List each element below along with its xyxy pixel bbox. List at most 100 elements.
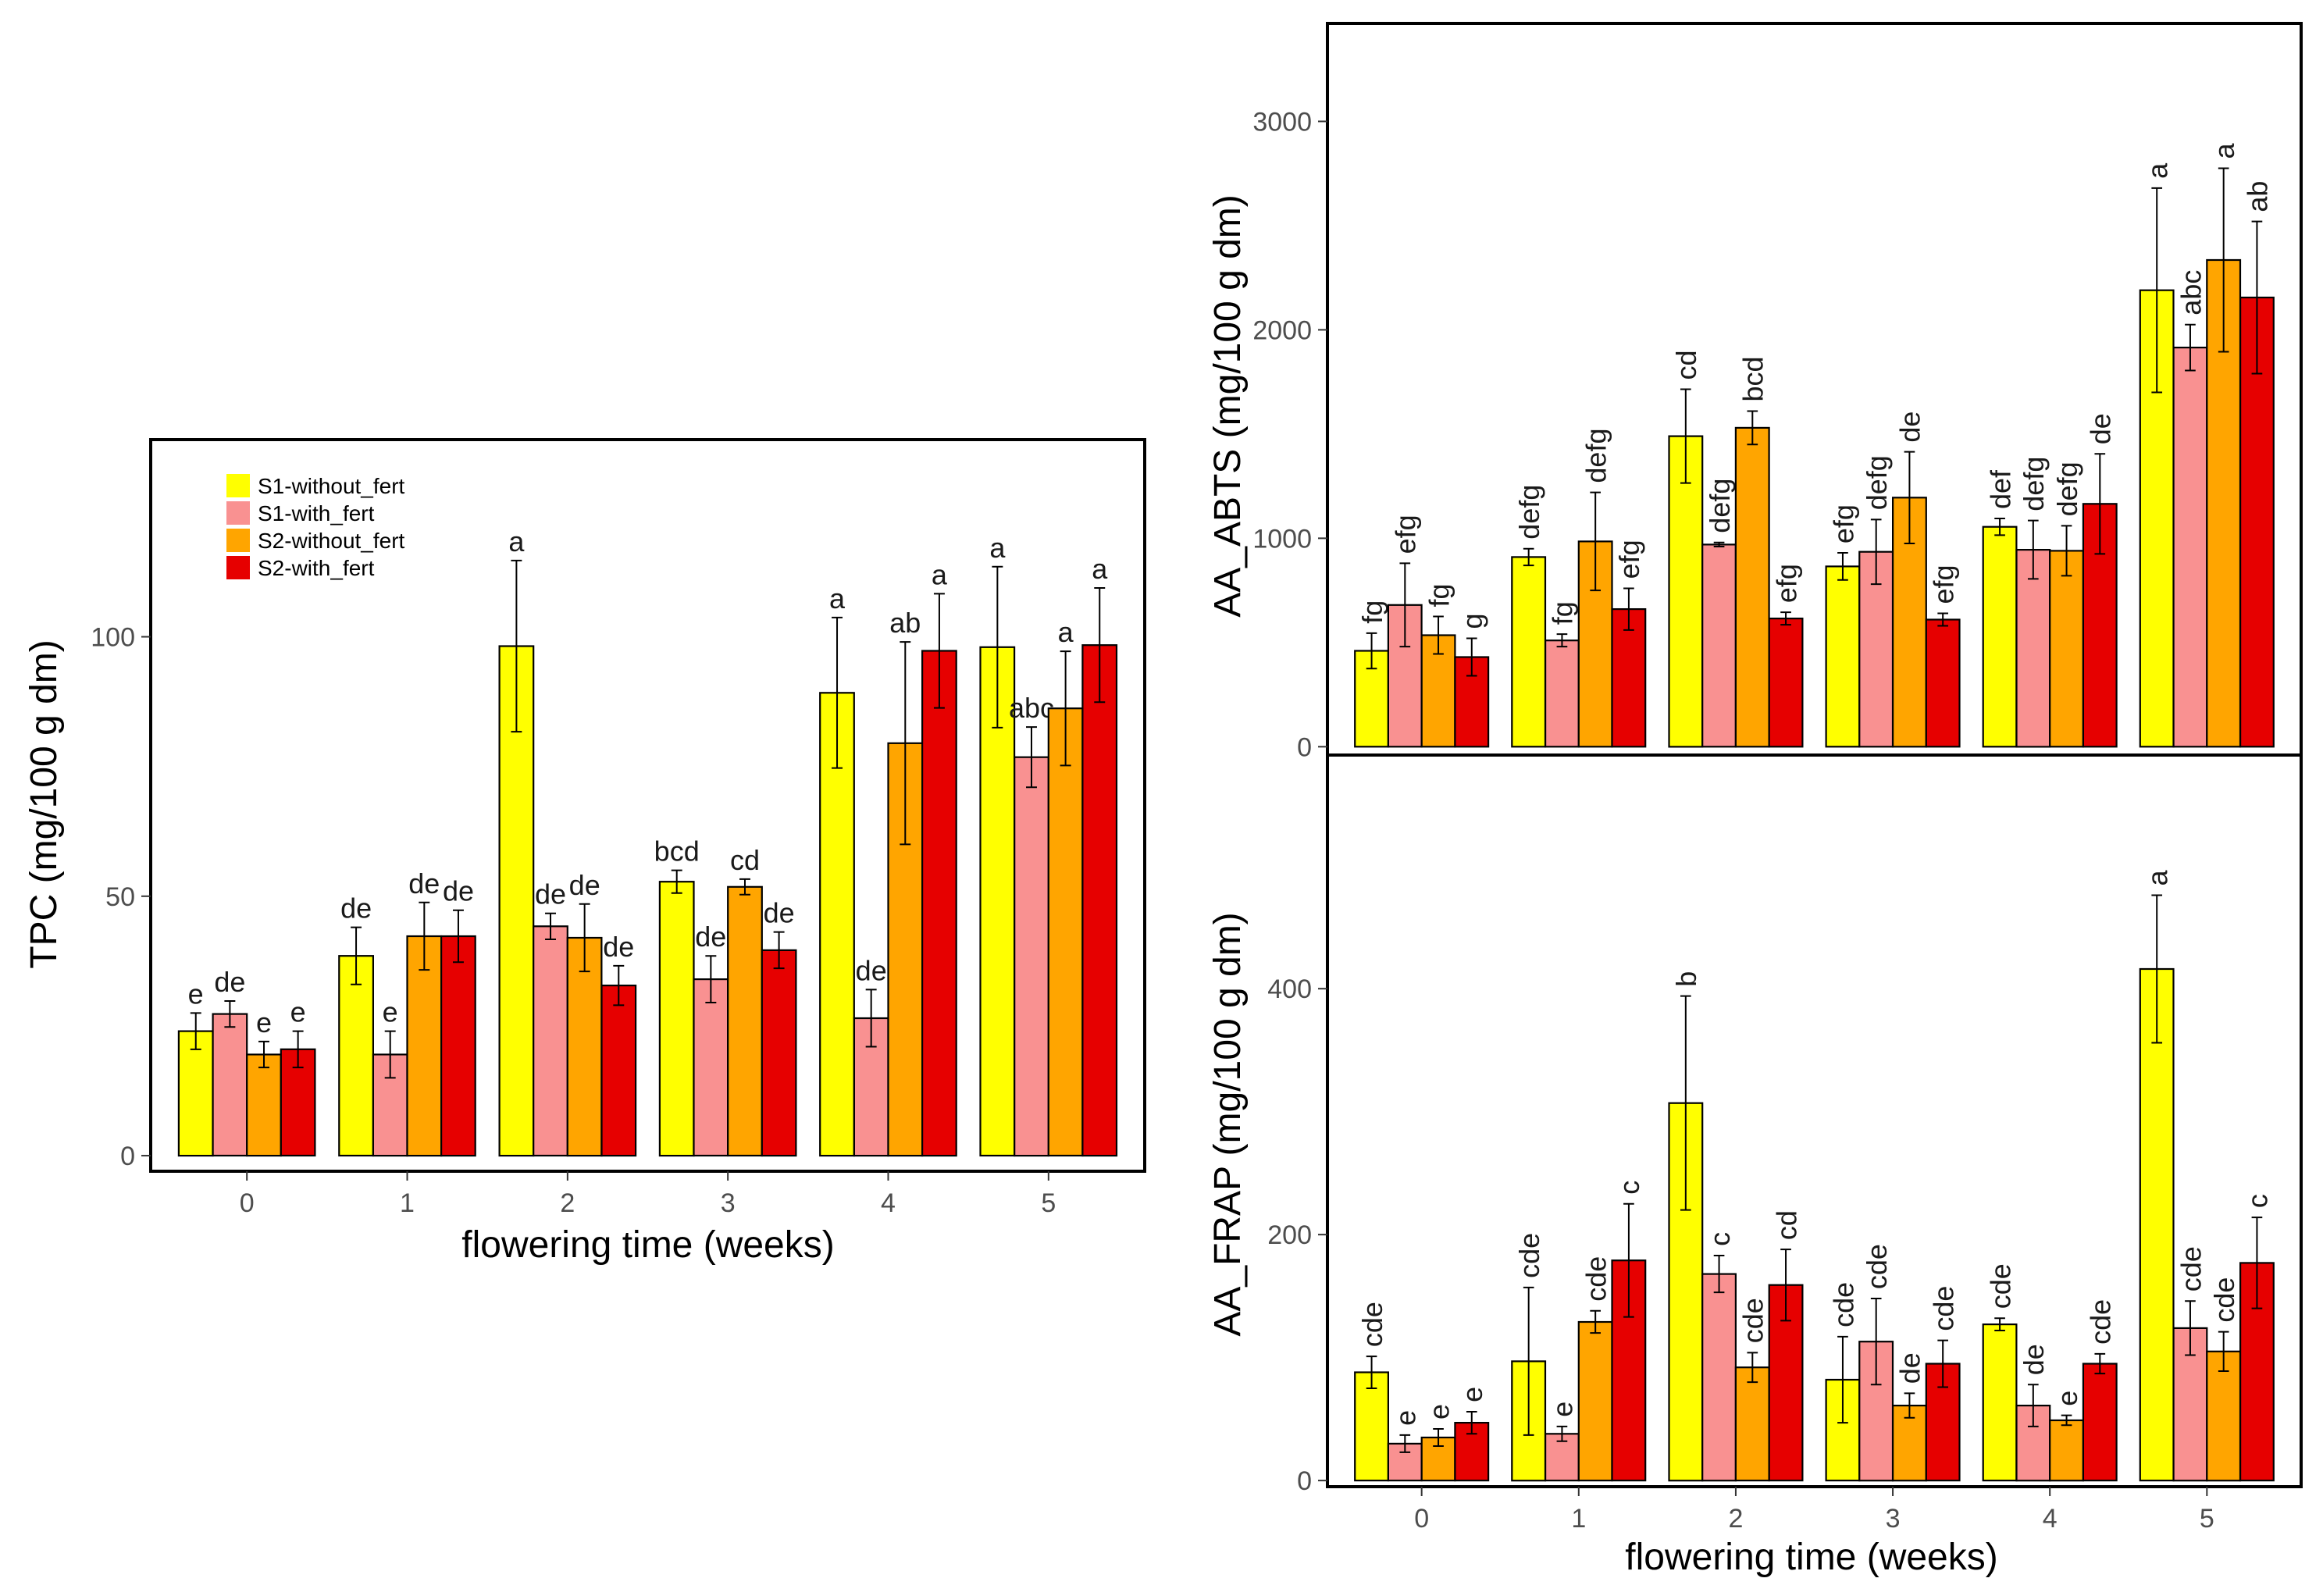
tpc-bar-S1-with_fert-week-2 xyxy=(533,925,568,1157)
frap-error-bar-S1-with_fert-week-1 xyxy=(1556,1425,1568,1442)
frap-x-tick-label-0: 0 xyxy=(1414,1504,1429,1534)
abts-sig-label-S2-without_fert-week-2: bcd xyxy=(1737,356,1769,401)
frap-y-axis-title: AA_FRAP (mg/100 g dm) xyxy=(1207,912,1249,1336)
abts-sig-label-S1-without_fert-week-5: a xyxy=(2142,162,2174,179)
frap-error-bar-S1-with_fert-week-3 xyxy=(1870,1298,1882,1386)
frap-error-bar-S1-with_fert-week-2 xyxy=(1713,1254,1725,1294)
frap-sig-label-S1-with_fert-week-2: c xyxy=(1704,1232,1736,1246)
frap-error-bar-S2-with_fert-week-1 xyxy=(1623,1202,1634,1318)
abts-sig-label-S1-with_fert-week-1: fg xyxy=(1547,601,1579,625)
abts-error-bar-S1-with_fert-week-5 xyxy=(2185,323,2196,372)
tpc-sig-label-S1-without_fert-week-4: a xyxy=(829,582,846,615)
frap-sig-label-S2-with_fert-week-5: c xyxy=(2242,1194,2274,1208)
tpc-error-bar-S1-without_fert-week-0 xyxy=(190,1012,201,1050)
abts-error-bar-S2-with_fert-week-2 xyxy=(1780,611,1791,626)
frap-bar-S2-without_fert-week-5 xyxy=(2206,1350,2242,1482)
tpc-sig-label-S1-with_fert-week-1: e xyxy=(383,996,398,1028)
abts-error-bar-S2-without_fert-week-5 xyxy=(2218,167,2229,353)
tpc-error-bar-S2-with_fert-week-1 xyxy=(452,909,464,964)
abts-sig-label-S1-without_fert-week-4: def xyxy=(1984,469,2016,509)
abts-sig-label-S2-with_fert-week-5: ab xyxy=(2242,181,2274,212)
frap-bar-S1-without_fert-week-0 xyxy=(1354,1371,1389,1482)
frap-x-axis: 0 1 2 3 4 5 xyxy=(1414,1487,2214,1534)
frap-x-tick-label-3: 3 xyxy=(1886,1504,1901,1534)
frap-error-bar-S2-without_fert-week-5 xyxy=(2218,1331,2229,1372)
tpc-sig-label-S2-with_fert-week-0: e xyxy=(290,996,306,1028)
abts-sig-label-S2-without_fert-week-1: defg xyxy=(1580,429,1612,483)
frap-sig-label-S1-with_fert-week-5: cde xyxy=(2175,1246,2207,1291)
tpc-x-axis: 0 1 2 3 4 5 xyxy=(240,1171,1056,1218)
abts-error-bar-S1-with_fert-week-4 xyxy=(2027,519,2039,580)
tpc-error-bar-S1-with_fert-week-2 xyxy=(545,912,557,940)
tpc-bar-S1-with_fert-week-5 xyxy=(1014,756,1049,1157)
tpc-sig-label-S2-without_fert-week-0: e xyxy=(256,1006,272,1038)
frap-plot-border xyxy=(1326,753,2303,1488)
tpc-sig-label-S1-without_fert-week-5: a xyxy=(989,532,1006,564)
frap-error-bar-S2-with_fert-week-5 xyxy=(2251,1217,2263,1309)
tpc-sig-label-S1-with_fert-week-5: abc xyxy=(1009,692,1054,724)
tpc-bar-S2-without_fert-week-1 xyxy=(406,935,443,1157)
tpc-bar-S2-with_fert-week-5 xyxy=(1081,644,1118,1157)
abts-bar-S1-without_fert-week-3 xyxy=(1825,565,1861,748)
abts-bar-S1-with_fert-week-1 xyxy=(1544,639,1580,748)
tpc-error-bar-S1-without_fert-week-4 xyxy=(832,616,843,769)
tpc-sig-label-S2-with_fert-week-3: de xyxy=(764,897,795,929)
frap-sig-label-S2-with_fert-week-1: c xyxy=(1613,1181,1645,1195)
tpc-plot-border xyxy=(149,438,1146,1173)
frap-bar-S2-without_fert-week-2 xyxy=(1734,1366,1770,1482)
frap-y-tick-label-0: 0 xyxy=(1297,1466,1312,1496)
frap-bar-S2-without_fert-week-4 xyxy=(2049,1419,2084,1482)
tpc-bar-S2-with_fert-week-3 xyxy=(761,949,797,1157)
frap-bar-S2-without_fert-week-1 xyxy=(1577,1320,1613,1482)
abts-y-axis-title: AA_ABTS (mg/100 g dm) xyxy=(1207,194,1249,618)
tpc-error-bar-S1-without_fert-week-1 xyxy=(351,926,362,985)
abts-error-bar-S1-without_fert-week-2 xyxy=(1680,388,1691,484)
tpc-error-bar-S2-with_fert-week-5 xyxy=(1094,587,1106,704)
frap-error-bar-S1-without_fert-week-5 xyxy=(2151,894,2163,1044)
abts-sig-label-S2-without_fert-week-5: a xyxy=(2208,143,2240,159)
tpc-sig-label-S2-with_fert-week-2: de xyxy=(603,931,634,963)
tpc-error-bar-S2-without_fert-week-4 xyxy=(900,641,911,846)
frap-error-bar-S1-with_fert-week-4 xyxy=(2027,1384,2039,1427)
tpc-error-bar-S1-without_fert-week-3 xyxy=(671,869,682,894)
tpc-bar-S2-with_fert-week-1 xyxy=(440,935,476,1157)
tpc-bar-S1-without_fert-week-1 xyxy=(338,955,374,1157)
frap-error-bar-S2-without_fert-week-3 xyxy=(1904,1392,1915,1419)
abts-sig-label-S1-with_fert-week-5: abc xyxy=(2175,270,2207,315)
tpc-sig-label-S1-without_fert-week-2: a xyxy=(508,525,525,558)
abts-sig-label-S2-with_fert-week-0: g xyxy=(1456,613,1488,629)
abts-bar-S1-without_fert-week-2 xyxy=(1668,435,1704,748)
tpc-error-bar-S2-with_fert-week-3 xyxy=(773,931,785,970)
abts-sig-label-S2-with_fert-week-1: efg xyxy=(1613,540,1645,579)
frap-bar-S2-with_fert-week-4 xyxy=(2082,1363,2118,1482)
tpc-error-bar-S1-with_fert-week-0 xyxy=(224,1000,236,1028)
frap-error-bar-S1-with_fert-week-0 xyxy=(1399,1434,1411,1453)
abts-bar-S2-with_fert-week-2 xyxy=(1768,617,1804,748)
frap-error-bar-S2-with_fert-week-3 xyxy=(1937,1339,1949,1388)
tpc-bar-S1-without_fert-week-4 xyxy=(819,692,855,1157)
frap-sig-label-S1-without_fert-week-1: cde xyxy=(1513,1233,1545,1278)
frap-error-bar-S2-without_fert-week-4 xyxy=(2061,1414,2072,1427)
abts-y-tick-label-1000: 1000 xyxy=(1252,524,1312,554)
frap-sig-label-S1-with_fert-week-0: e xyxy=(1390,1410,1422,1426)
abts-error-bar-S1-without_fert-week-3 xyxy=(1837,552,1848,581)
tpc-x-tick-label-5: 5 xyxy=(1041,1188,1056,1218)
tpc-bar-S2-without_fert-week-0 xyxy=(246,1053,282,1157)
tpc-sig-label-S2-without_fert-week-3: cd xyxy=(730,844,760,876)
tpc-error-bar-S2-without_fert-week-1 xyxy=(419,901,430,971)
abts-sig-label-S2-with_fert-week-2: efg xyxy=(1770,564,1802,603)
frap-y-axis: 0 200 400 xyxy=(1267,974,1327,1496)
tpc-sig-label-S2-with_fert-week-5: a xyxy=(1092,553,1108,585)
frap-error-bar-S2-with_fert-week-4 xyxy=(2094,1352,2106,1375)
abts-error-bar-S1-with_fert-week-1 xyxy=(1556,633,1568,648)
abts-y-tick-label-0: 0 xyxy=(1297,732,1312,762)
abts-sig-label-S1-without_fert-week-1: defg xyxy=(1513,485,1545,540)
abts-bar-S2-without_fert-week-2 xyxy=(1734,426,1770,748)
tpc-x-tick-label-3: 3 xyxy=(721,1188,736,1218)
frap-sig-label-S2-without_fert-week-1: cde xyxy=(1580,1256,1612,1302)
frap-error-bar-S2-without_fert-week-0 xyxy=(1433,1427,1444,1448)
frap-error-bar-S1-without_fert-week-2 xyxy=(1680,995,1691,1211)
tpc-sig-label-S2-without_fert-week-5: a xyxy=(1058,616,1074,648)
